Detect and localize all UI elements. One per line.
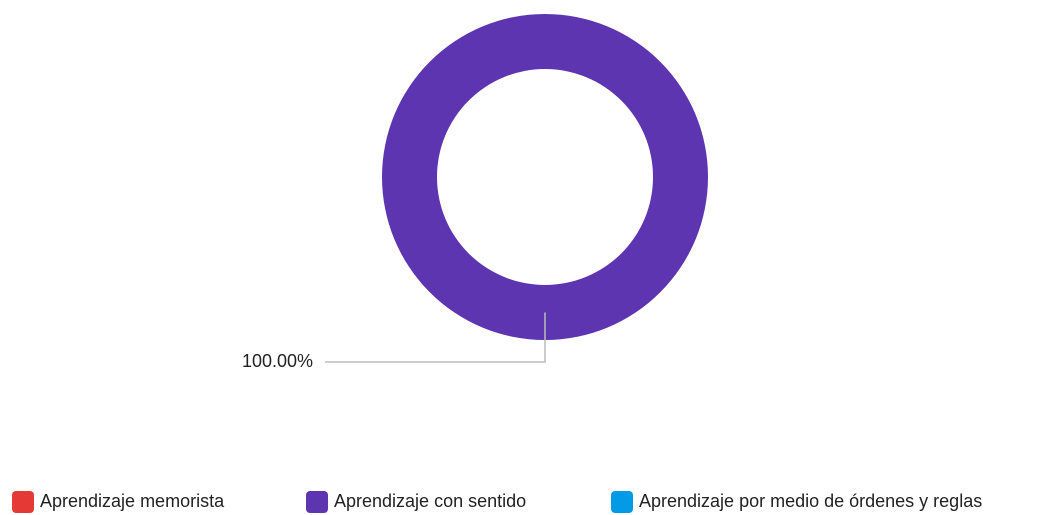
leader-line bbox=[325, 312, 546, 363]
data-label: 100.00% bbox=[242, 351, 313, 371]
donut-slice bbox=[382, 14, 708, 340]
legend-swatch bbox=[12, 491, 34, 513]
legend-swatch bbox=[611, 491, 633, 513]
legend-label: Aprendizaje con sentido bbox=[334, 491, 526, 511]
legend-label: Aprendizaje por medio de órdenes y regla… bbox=[639, 491, 982, 511]
legend-swatch bbox=[306, 491, 328, 513]
legend-label: Aprendizaje memorista bbox=[40, 491, 225, 511]
